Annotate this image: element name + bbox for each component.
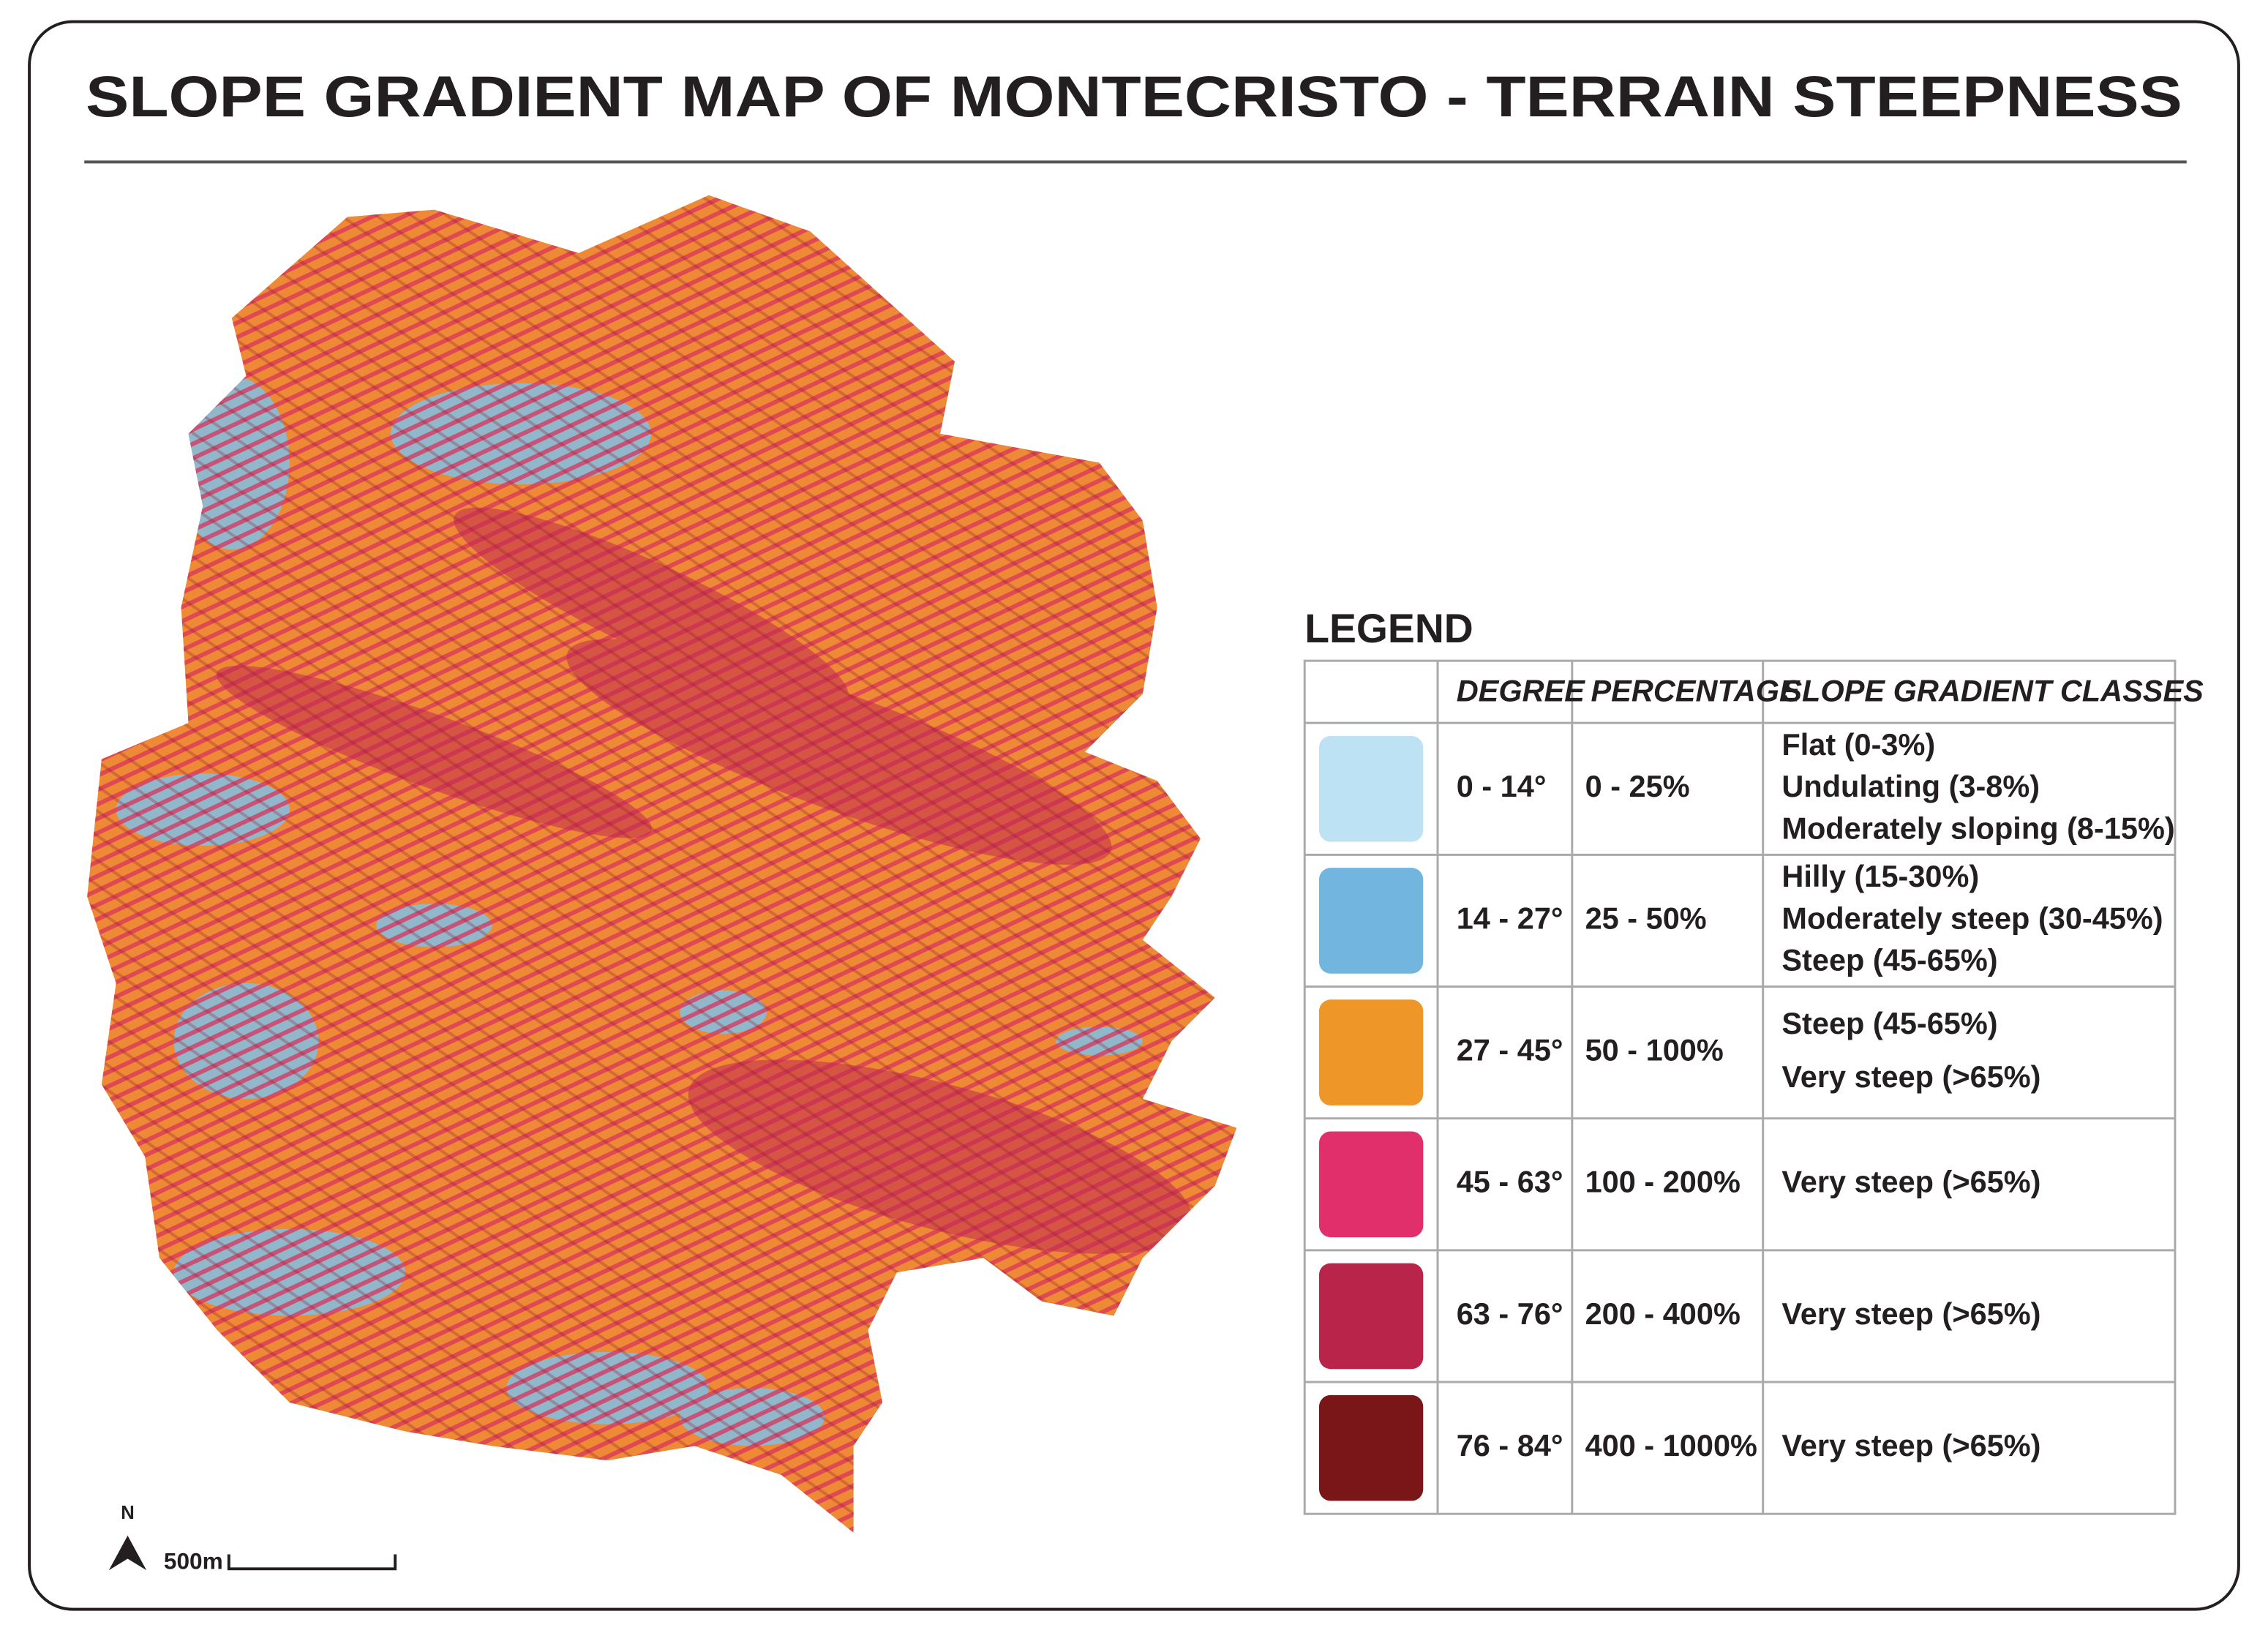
percentage: 25 - 50% xyxy=(1585,901,1707,935)
slope-class: Very steep (>65%) xyxy=(1781,1428,2040,1463)
table-border xyxy=(1303,659,2177,1515)
percentage: 200 - 400% xyxy=(1585,1296,1741,1331)
scale-label: 500m xyxy=(164,1548,223,1574)
column-header: SLOPE GRADIENT CLASSES xyxy=(1781,674,2204,708)
color-swatch xyxy=(1318,868,1424,974)
color-swatch xyxy=(1318,1131,1424,1238)
legend-heading: LEGEND xyxy=(1304,606,1473,651)
slope-class: Very steep (>65%) xyxy=(1781,1296,2040,1331)
north-label: N xyxy=(121,1503,135,1523)
percentage: 400 - 1000% xyxy=(1585,1428,1757,1463)
slope-class: Hilly (15-30%) xyxy=(1781,859,1979,893)
degree: 76 - 84° xyxy=(1457,1428,1563,1463)
degree: 0 - 14° xyxy=(1457,769,1547,803)
color-swatch xyxy=(1318,1394,1424,1501)
slope-class: Moderately sloping (8-15%) xyxy=(1781,811,2174,846)
percentage: 0 - 25% xyxy=(1585,769,1690,803)
degree: 45 - 63° xyxy=(1457,1165,1563,1199)
degree: 14 - 27° xyxy=(1457,901,1563,935)
slope-class: Steep (45-65%) xyxy=(1781,1006,1997,1040)
slope-class: Moderately steep (30-45%) xyxy=(1781,901,2163,935)
degree: 27 - 45° xyxy=(1457,1033,1563,1067)
percentage: 100 - 200% xyxy=(1585,1165,1741,1199)
color-swatch xyxy=(1318,735,1424,842)
slope-class: Undulating (3-8%) xyxy=(1781,769,2040,803)
slope-class: Flat (0-3%) xyxy=(1781,727,1935,762)
slope-class: Steep (45-65%) xyxy=(1781,943,1997,977)
map-title: SLOPE GRADIENT MAP OF MONTECRISTO - TERR… xyxy=(86,64,2182,129)
slope-class: Very steep (>65%) xyxy=(1781,1165,2040,1199)
degree: 63 - 76° xyxy=(1457,1296,1563,1331)
color-swatch xyxy=(1318,999,1424,1105)
column-header: PERCENTAGE xyxy=(1591,674,1800,708)
color-swatch xyxy=(1318,1263,1424,1370)
scale-bar xyxy=(227,1554,397,1571)
column-header: DEGREE xyxy=(1457,674,1586,708)
north-arrow: N xyxy=(108,1503,147,1571)
slope-class: Very steep (>65%) xyxy=(1781,1059,2040,1094)
percentage: 50 - 100% xyxy=(1585,1033,1724,1067)
